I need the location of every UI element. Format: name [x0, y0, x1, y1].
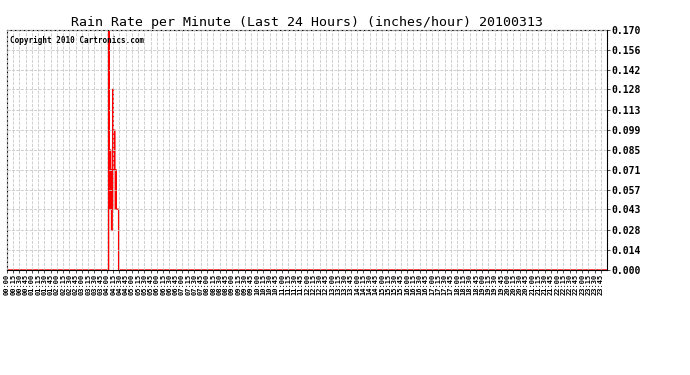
Text: Copyright 2010 Cartronics.com: Copyright 2010 Cartronics.com [10, 36, 144, 45]
Title: Rain Rate per Minute (Last 24 Hours) (inches/hour) 20100313: Rain Rate per Minute (Last 24 Hours) (in… [71, 16, 543, 29]
